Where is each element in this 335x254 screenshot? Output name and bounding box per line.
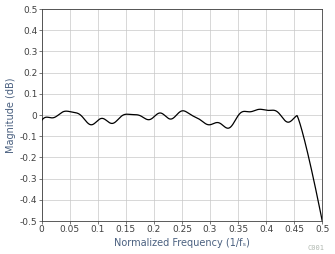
Y-axis label: Magnitude (dB): Magnitude (dB) xyxy=(6,77,15,153)
Text: C001: C001 xyxy=(308,245,325,251)
X-axis label: Normalized Frequency (1/fₛ): Normalized Frequency (1/fₛ) xyxy=(114,239,250,248)
